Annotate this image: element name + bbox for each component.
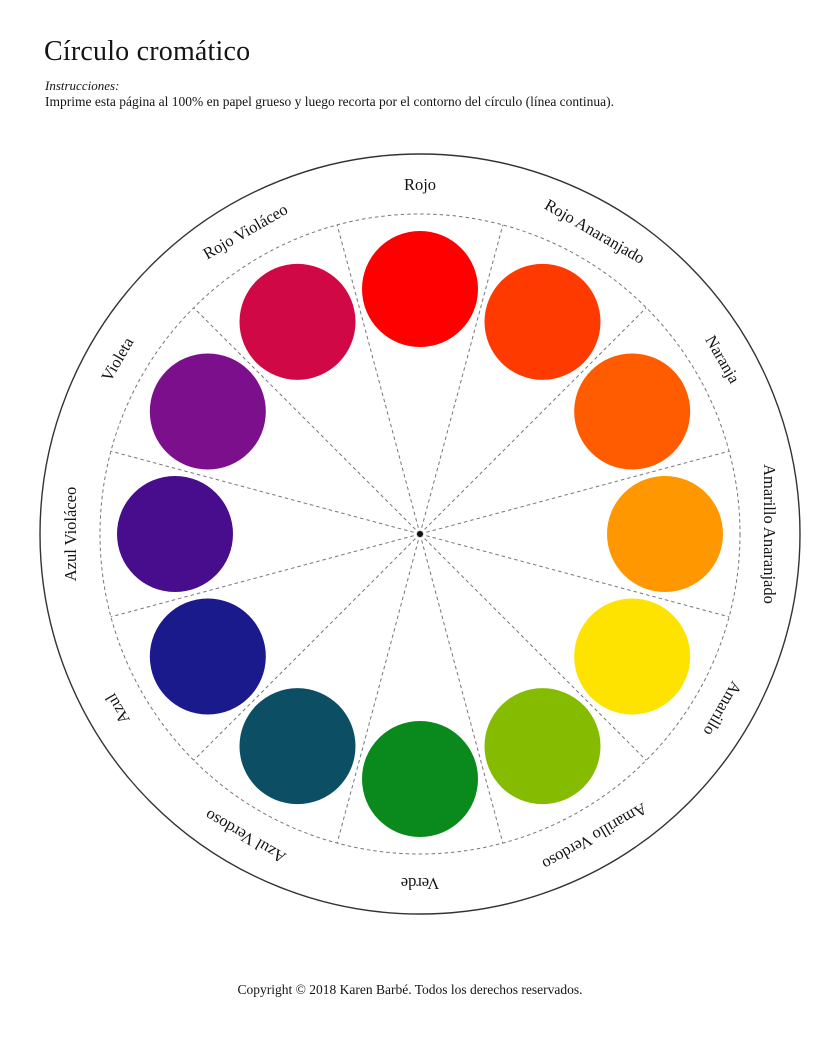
color-swatch-amarillo xyxy=(574,598,691,715)
color-swatch-rojo-violaceo xyxy=(239,263,356,380)
color-swatch-azul-violaceo xyxy=(117,476,233,592)
color-label-verde: Verde xyxy=(401,874,439,893)
sector-divider xyxy=(419,307,647,535)
sector-divider xyxy=(419,450,730,535)
color-swatch-naranja xyxy=(574,353,691,470)
sector-divider xyxy=(336,224,421,535)
color-label-azul-violaceo: Azul Violáceo xyxy=(61,487,80,581)
color-swatch-amarillo-verdoso xyxy=(484,688,601,805)
color-swatch-verde xyxy=(362,721,478,837)
color-swatch-azul xyxy=(149,598,266,715)
sector-divider xyxy=(419,533,730,618)
color-swatch-amarillo-anaranjado xyxy=(607,476,723,592)
copyright-footer: Copyright © 2018 Karen Barbé. Todos los … xyxy=(237,982,583,997)
sector-divider xyxy=(419,533,647,761)
instructions-text: Imprime esta página al 100% en papel gru… xyxy=(45,94,615,109)
sector-divider xyxy=(110,450,421,535)
sector-divider xyxy=(193,533,421,761)
sector-divider xyxy=(419,533,504,844)
sector-divider xyxy=(419,224,504,535)
page-title: Círculo cromático xyxy=(44,36,251,67)
color-swatch-violeta xyxy=(149,353,266,470)
color-swatch-rojo xyxy=(362,231,478,347)
color-swatch-rojo-anaranjado xyxy=(484,263,601,380)
instructions-label: Instrucciones: xyxy=(45,78,120,93)
color-label-amarillo-anaranjado: Amarillo Anaranjado xyxy=(760,464,779,604)
sector-divider xyxy=(336,533,421,844)
center-dot xyxy=(417,531,423,537)
color-label-rojo: Rojo xyxy=(404,175,436,194)
color-swatch-azul-verdoso xyxy=(239,688,356,805)
sector-divider xyxy=(110,533,421,618)
inner-dashed-circle xyxy=(99,213,741,855)
sector-divider xyxy=(193,307,421,535)
